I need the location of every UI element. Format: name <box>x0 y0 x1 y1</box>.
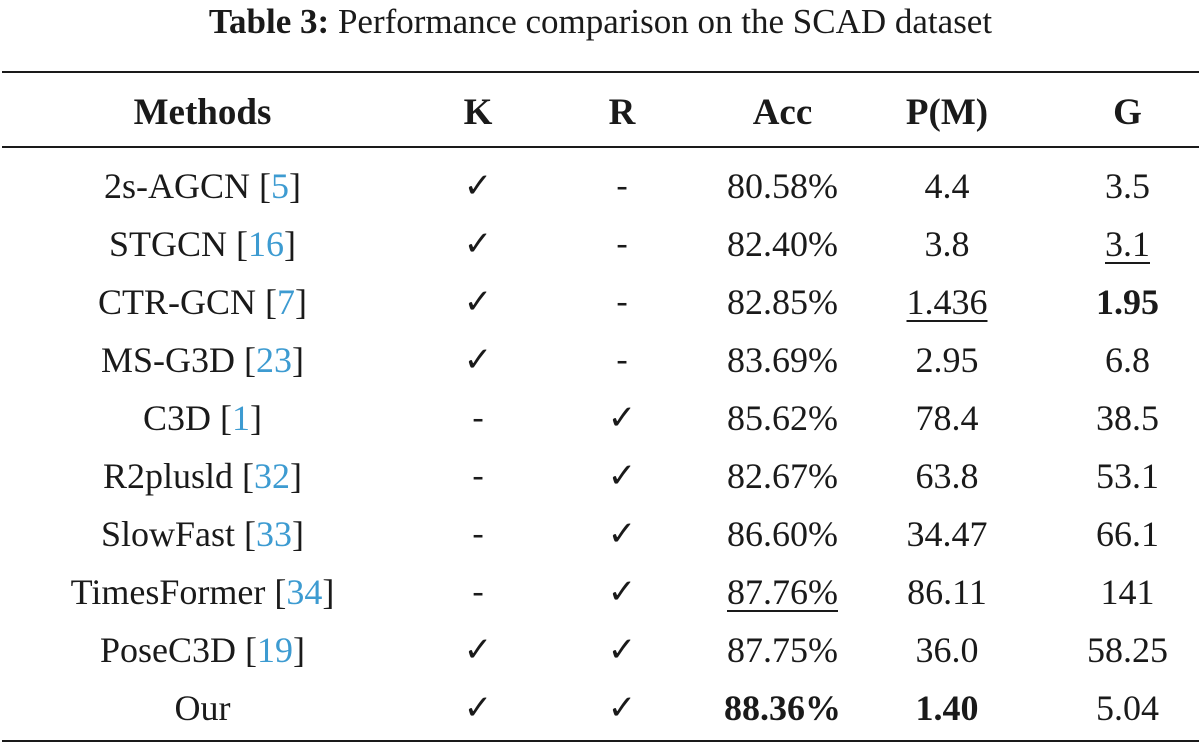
params-value: 34.47 <box>906 514 988 554</box>
table-caption: Table 3: Performance comparison on the S… <box>0 0 1201 44</box>
acc-value: 83.69% <box>727 340 838 380</box>
acc-value: 82.85% <box>727 282 838 322</box>
header-methods: Methods <box>133 92 272 133</box>
check-icon: ✓ <box>607 688 637 728</box>
params-value: 3.8 <box>924 224 970 264</box>
top-rule <box>2 71 1199 73</box>
check-icon: ✓ <box>463 688 493 728</box>
citation-link[interactable]: 34 <box>286 572 323 612</box>
check-icon: ✓ <box>463 224 493 264</box>
dash-mark: - <box>472 573 484 610</box>
method-name: SlowFast [33] <box>100 514 305 554</box>
check-icon: ✓ <box>607 630 637 670</box>
gflops-value: 5.04 <box>1096 688 1159 728</box>
dash-mark: - <box>616 341 628 378</box>
acc-value: 80.58% <box>727 166 838 206</box>
gflops-value: 66.1 <box>1096 514 1159 554</box>
header-r: R <box>608 92 636 133</box>
gflops-value: 38.5 <box>1096 398 1159 438</box>
check-icon: ✓ <box>607 398 637 438</box>
params-value: 86.11 <box>907 572 987 612</box>
bottom-rule <box>2 740 1199 742</box>
citation-link[interactable]: 7 <box>277 282 295 322</box>
params-value: 1.40 <box>915 688 979 728</box>
method-name: R2plusld [32] <box>102 456 303 496</box>
check-icon: ✓ <box>463 282 493 322</box>
acc-value: 87.76% <box>727 572 838 612</box>
gflops-value: 3.1 <box>1105 224 1150 264</box>
method-name: CTR-GCN [7] <box>97 282 307 322</box>
header-rule <box>2 146 1199 148</box>
acc-value: 88.36% <box>724 688 841 728</box>
method-name: TimesFormer [34] <box>70 572 335 612</box>
gflops-value: 6.8 <box>1105 340 1150 380</box>
gflops-value: 58.25 <box>1087 630 1168 670</box>
method-name: 2s-AGCN [5] <box>103 166 301 206</box>
dash-mark: - <box>472 399 484 436</box>
citation-link[interactable]: 32 <box>254 456 291 496</box>
table-row: 2s-AGCN [5] ✓ - 80.58% 4.4 3.5 <box>0 157 1201 215</box>
gflops-value: 3.5 <box>1105 166 1150 206</box>
citation-link[interactable]: 19 <box>257 630 294 670</box>
header-k: K <box>463 92 493 133</box>
dash-mark: - <box>472 457 484 494</box>
header-p: P(M) <box>905 92 989 133</box>
table-row: R2plusld [32] - ✓ 82.67% 63.8 53.1 <box>0 447 1201 505</box>
table-row: PoseC3D [19] ✓ ✓ 87.75% 36.0 58.25 <box>0 621 1201 679</box>
table-row: SlowFast [33] - ✓ 86.60% 34.47 66.1 <box>0 505 1201 563</box>
dash-mark: - <box>472 515 484 552</box>
acc-value: 82.67% <box>727 456 838 496</box>
dash-mark: - <box>616 225 628 262</box>
acc-value: 85.62% <box>727 398 838 438</box>
caption-label: Table 3: <box>208 2 330 41</box>
check-icon: ✓ <box>607 514 637 554</box>
method-name: MS-G3D [23] <box>100 340 304 380</box>
gflops-value: 1.95 <box>1096 282 1159 322</box>
citation-link[interactable]: 33 <box>256 514 293 554</box>
header-g: G <box>1113 92 1142 133</box>
params-value: 78.4 <box>915 398 979 438</box>
table-row: MS-G3D [23] ✓ - 83.69% 2.95 6.8 <box>0 331 1201 389</box>
table-row: STGCN [16] ✓ - 82.40% 3.8 3.1 <box>0 215 1201 273</box>
gflops-value: 141 <box>1100 572 1155 612</box>
dash-mark: - <box>616 283 628 320</box>
params-value: 1.436 <box>906 282 988 322</box>
citation-link[interactable]: 16 <box>248 224 285 264</box>
acc-value: 87.75% <box>727 630 838 670</box>
table-row: Our ✓ ✓ 88.36% 1.40 5.04 <box>0 679 1201 737</box>
method-name: C3D [1] <box>142 398 262 438</box>
citation-link[interactable]: 5 <box>271 166 289 206</box>
method-name: Our <box>174 688 231 728</box>
table-row: TimesFormer [34] - ✓ 87.76% 86.11 141 <box>0 563 1201 621</box>
acc-value: 82.40% <box>727 224 838 264</box>
params-value: 36.0 <box>915 630 979 670</box>
method-name: PoseC3D [19] <box>99 630 306 670</box>
table-row: C3D [1] - ✓ 85.62% 78.4 38.5 <box>0 389 1201 447</box>
params-value: 2.95 <box>915 340 979 380</box>
table-row: CTR-GCN [7] ✓ - 82.85% 1.436 1.95 <box>0 273 1201 331</box>
caption-text: Performance comparison on the SCAD datas… <box>329 2 993 41</box>
check-icon: ✓ <box>463 340 493 380</box>
check-icon: ✓ <box>607 572 637 612</box>
gflops-value: 53.1 <box>1096 456 1159 496</box>
header-acc: Acc <box>752 92 813 133</box>
citation-link[interactable]: 1 <box>232 398 250 438</box>
params-value: 4.4 <box>924 166 970 206</box>
check-icon: ✓ <box>463 630 493 670</box>
check-icon: ✓ <box>607 456 637 496</box>
check-icon: ✓ <box>463 166 493 206</box>
acc-value: 86.60% <box>727 514 838 554</box>
citation-link[interactable]: 23 <box>256 340 292 380</box>
params-value: 63.8 <box>915 456 979 496</box>
dash-mark: - <box>616 167 628 204</box>
method-name: STGCN [16] <box>108 224 297 264</box>
table-header-row: Methods K R Acc P(M) G <box>0 84 1201 142</box>
